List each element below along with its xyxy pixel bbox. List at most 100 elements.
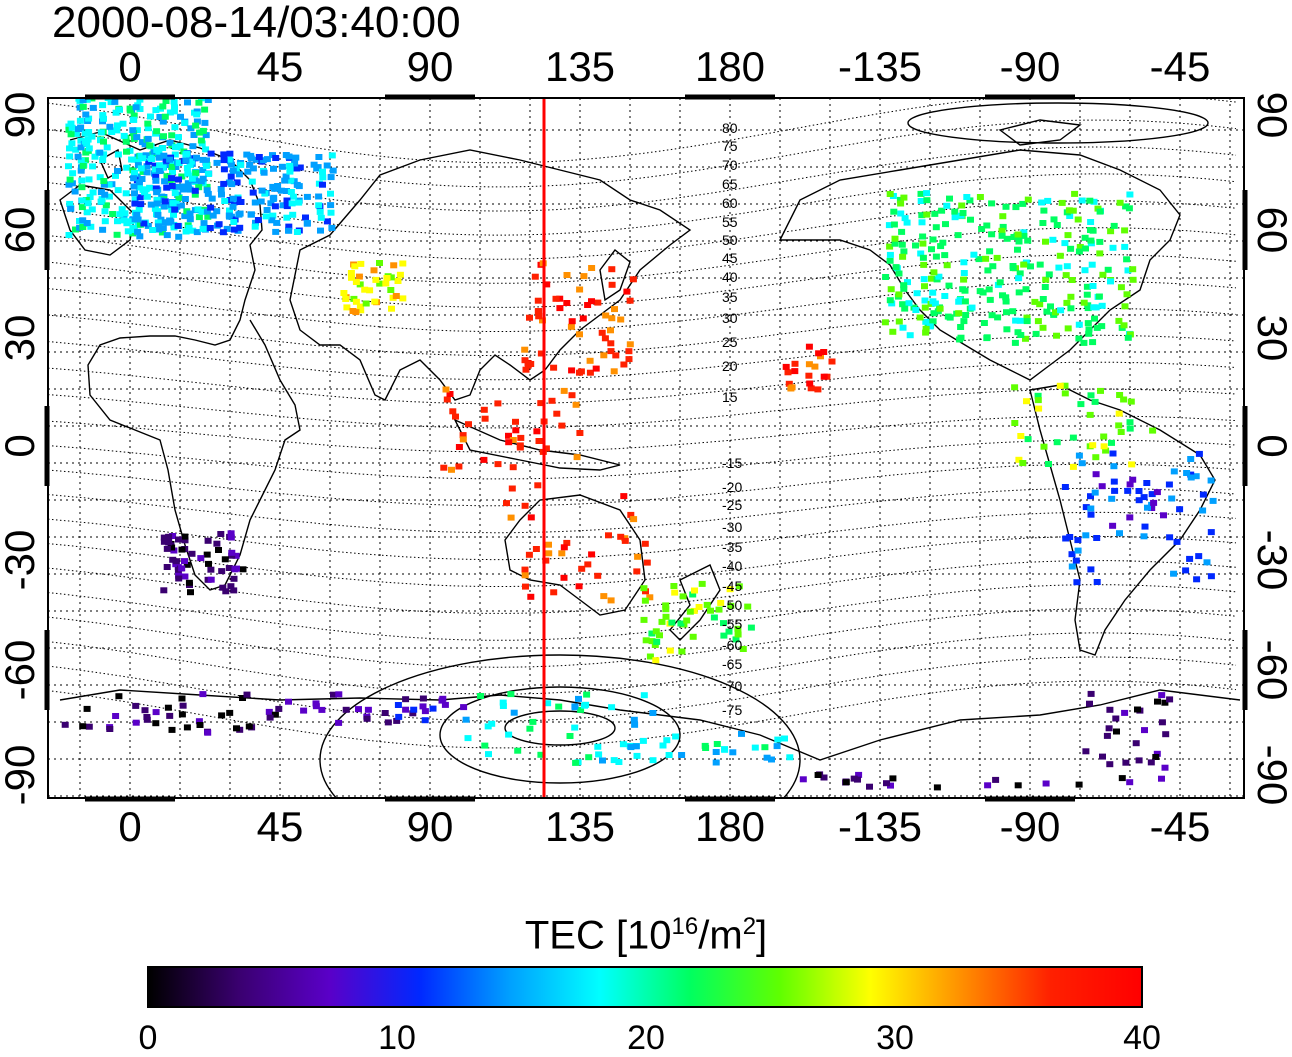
tec-dot <box>113 127 121 134</box>
tec-dot <box>781 735 788 742</box>
top-lon-label: 135 <box>544 43 616 90</box>
tec-dot <box>897 210 905 217</box>
tec-dot <box>1017 332 1025 338</box>
tec-dot <box>1111 487 1119 494</box>
tec-dot <box>889 775 897 782</box>
tec-dot <box>899 324 907 331</box>
contour-label: 65 <box>722 176 738 192</box>
tec-dot <box>555 703 563 710</box>
tec-dot <box>68 140 76 147</box>
tec-dot <box>1134 706 1141 713</box>
tec-dot <box>1076 244 1084 250</box>
tec-dot <box>1045 461 1052 467</box>
tec-dot <box>480 456 488 463</box>
tec-dot <box>985 286 993 293</box>
tec-dot <box>936 305 944 312</box>
tec-dot <box>895 291 903 298</box>
tec-dot <box>1089 442 1097 449</box>
tec-dot <box>1075 452 1083 459</box>
tec-dot <box>1121 243 1129 250</box>
tec-dot <box>355 706 362 713</box>
tec-dot <box>900 282 908 289</box>
tec-dot <box>133 134 141 141</box>
tec-dot <box>155 150 163 157</box>
tec-dot <box>137 165 145 172</box>
tec-dot <box>671 589 679 596</box>
magnetic-contour <box>48 608 1237 668</box>
tec-dot <box>527 514 535 521</box>
tec-dot <box>229 195 237 202</box>
tec-dot <box>227 530 235 537</box>
tec-dot <box>108 129 116 135</box>
tec-dot <box>639 737 647 744</box>
tec-dot <box>499 699 507 706</box>
tec-dot <box>712 749 720 755</box>
tec-dot <box>1135 488 1143 494</box>
tec-dot <box>678 648 686 655</box>
tec-dot <box>1074 537 1082 544</box>
tec-dot <box>505 439 513 446</box>
tec-dot <box>648 630 656 637</box>
tec-dot <box>285 227 293 234</box>
tec-dot <box>82 197 90 203</box>
tec-dot <box>187 158 195 165</box>
tec-dot <box>101 208 109 215</box>
tec-dot <box>89 104 97 111</box>
tec-dot <box>1072 557 1080 564</box>
tec-dot <box>151 162 159 169</box>
tec-dot <box>201 119 209 126</box>
tec-dot <box>287 177 295 184</box>
tec-dot <box>395 713 403 720</box>
tec-dot <box>594 572 602 579</box>
tec-dot <box>1091 315 1098 322</box>
tec-dot <box>1003 309 1010 316</box>
tec-dot <box>607 348 615 355</box>
tec-dot <box>563 272 571 278</box>
tec-dot <box>78 197 86 204</box>
tec-dot <box>268 217 276 224</box>
tec-dot <box>79 723 87 730</box>
tec-dot <box>335 691 343 698</box>
tec-dot <box>464 735 472 742</box>
tec-dot <box>598 329 606 336</box>
tec-dot <box>132 719 140 726</box>
tec-dot <box>1099 753 1106 760</box>
tec-dot <box>88 98 96 102</box>
tec-dot <box>941 252 949 259</box>
tec-dot <box>1082 504 1090 511</box>
tec-dot <box>1074 547 1082 554</box>
tec-dot <box>387 287 395 293</box>
tec-dot <box>282 173 290 180</box>
tec-dot <box>976 288 984 295</box>
tec-dot <box>221 198 229 204</box>
tec-dot <box>1150 499 1158 506</box>
tec-dot <box>1093 579 1101 585</box>
tec-dot <box>204 190 212 197</box>
tec-dot <box>1067 305 1075 312</box>
tec-dot <box>213 540 221 547</box>
tec-dot <box>159 145 167 151</box>
tec-dot <box>362 300 370 307</box>
tec-dot <box>178 546 186 553</box>
tec-dot <box>962 312 970 318</box>
tec-dot <box>188 175 196 182</box>
tec-dot <box>968 304 976 311</box>
tec-dot <box>1135 757 1143 764</box>
tec-dot <box>581 702 588 709</box>
contour-label: 15 <box>722 389 738 405</box>
tec-dot <box>99 226 107 233</box>
tec-dot <box>1108 439 1115 446</box>
contour-label: -15 <box>722 455 742 471</box>
bottom-lon-label: 45 <box>256 803 304 850</box>
tec-dot <box>438 697 446 704</box>
tec-dot <box>584 561 592 568</box>
tec-dot <box>1022 286 1030 293</box>
tec-dot <box>134 162 142 169</box>
tec-dot <box>1126 779 1134 786</box>
tec-dot <box>1123 256 1131 263</box>
tec-dot <box>610 368 618 375</box>
tec-dot <box>230 199 238 206</box>
tec-dot <box>178 565 186 572</box>
tec-dot <box>233 725 240 732</box>
tec-dot <box>193 229 201 236</box>
